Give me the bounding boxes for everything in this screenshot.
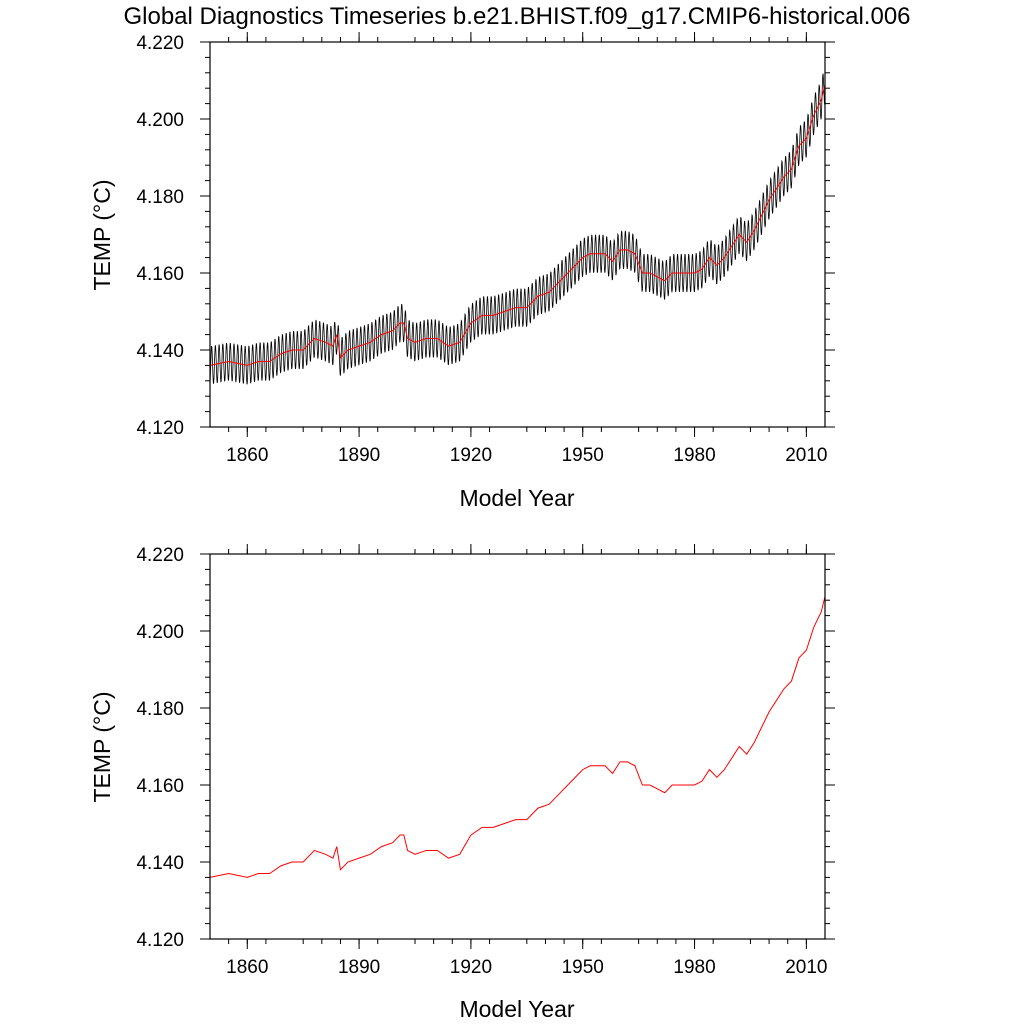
top-monthly-series-line	[209, 73, 826, 385]
x-tick-label: 1950	[562, 957, 604, 978]
y-tick-label: 4.200	[136, 622, 184, 643]
y-tick-label: 4.220	[136, 545, 184, 566]
bottom-x-axis-label: Model Year	[459, 996, 574, 1022]
bottom-y-tick-labels: 4.120 4.140 4.160 4.180 4.200 4.220	[136, 545, 184, 951]
bottom-x-tick-labels: 1860 1890 1920 1950 1980 2010	[226, 957, 827, 978]
bottom-annual-mean-series-line	[209, 596, 826, 878]
y-tick-label: 4.180	[136, 699, 184, 720]
x-tick-label: 1860	[226, 445, 268, 466]
x-tick-label: 2010	[785, 445, 827, 466]
figure-title: Global Diagnostics Timeseries b.e21.BHIS…	[123, 3, 910, 30]
x-tick-label: 1890	[338, 957, 380, 978]
x-tick-label: 1920	[450, 957, 492, 978]
x-tick-label: 2010	[785, 957, 827, 978]
top-x-axis-label: Model Year	[459, 485, 574, 511]
x-tick-label: 1980	[673, 445, 715, 466]
y-tick-label: 4.160	[136, 264, 184, 285]
top-plot-frame	[209, 41, 826, 428]
y-tick-label: 4.140	[136, 341, 184, 362]
x-tick-label: 1950	[562, 445, 604, 466]
y-tick-label: 4.140	[136, 853, 184, 874]
bottom-plot-frame	[209, 553, 826, 940]
y-tick-label: 4.120	[136, 930, 184, 951]
chart-top: 1860 1890 1920 1950 1980 2010 4.120 4.140 4.160…	[89, 32, 835, 511]
y-tick-label: 4.220	[136, 33, 184, 54]
chart-bottom: 1860 1890 1920 1950 1980 2010 4.120 4.140 4.160…	[89, 544, 835, 1022]
bottom-y-axis-label: TEMP (°C)	[89, 692, 115, 803]
y-tick-label: 4.160	[136, 776, 184, 797]
x-tick-label: 1980	[673, 957, 715, 978]
bottom-major-ticks	[200, 544, 835, 949]
top-annual-mean-series-line	[209, 84, 826, 366]
top-x-tick-labels: 1860 1890 1920 1950 1980 2010	[226, 445, 827, 466]
top-major-ticks	[200, 32, 835, 437]
x-tick-label: 1860	[226, 957, 268, 978]
x-tick-label: 1920	[450, 445, 492, 466]
top-y-axis-label: TEMP (°C)	[89, 180, 115, 291]
y-tick-label: 4.120	[136, 418, 184, 439]
y-tick-label: 4.200	[136, 110, 184, 131]
x-tick-label: 1890	[338, 445, 380, 466]
top-y-tick-labels: 4.120 4.140 4.160 4.180 4.200 4.220	[136, 33, 184, 439]
y-tick-label: 4.180	[136, 187, 184, 208]
bottom-minor-ticks	[205, 549, 830, 944]
